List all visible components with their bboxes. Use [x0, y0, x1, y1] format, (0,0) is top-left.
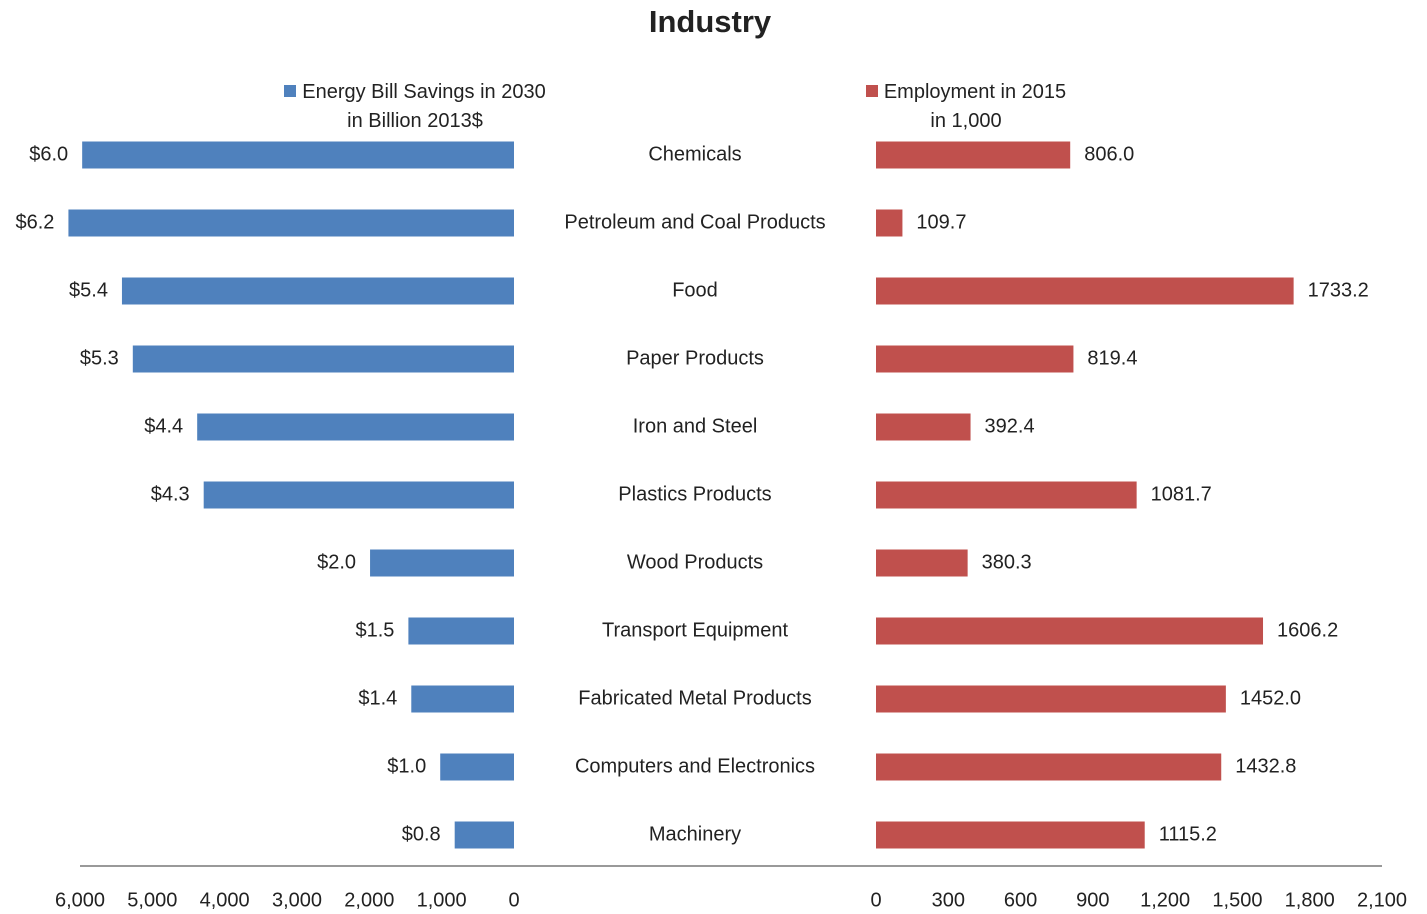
- data-label: $1.0: [387, 755, 426, 777]
- x-tick-label: 2,000: [344, 889, 394, 911]
- x-tick-label: 3,000: [272, 889, 322, 911]
- data-label: 109.7: [916, 211, 966, 233]
- x-tick-label: 4,000: [200, 889, 250, 911]
- category-label: Plastics Products: [618, 483, 771, 505]
- bar: [68, 209, 514, 237]
- bar: [82, 141, 515, 169]
- x-tick-label: 5,000: [127, 889, 177, 911]
- data-label: 1606.2: [1277, 619, 1338, 641]
- data-label: $5.3: [80, 347, 119, 369]
- bar: [876, 413, 971, 441]
- x-tick-label: 1,800: [1285, 889, 1335, 911]
- data-label: 1733.2: [1308, 279, 1369, 301]
- data-label: $6.2: [15, 211, 54, 233]
- data-label: 819.4: [1087, 347, 1137, 369]
- data-label: 1081.7: [1151, 483, 1212, 505]
- bar: [876, 277, 1294, 305]
- data-label: $4.4: [144, 415, 183, 437]
- bar: [370, 549, 514, 577]
- bar: [408, 617, 514, 645]
- legend-marker: [865, 85, 878, 97]
- bar: [876, 481, 1137, 509]
- data-label: $1.4: [358, 687, 397, 709]
- x-tick-label: 1,200: [1140, 889, 1190, 911]
- bar: [876, 209, 903, 237]
- category-label: Food: [672, 279, 718, 301]
- bar: [876, 141, 1071, 169]
- data-label: 1432.8: [1235, 755, 1296, 777]
- data-label: 1115.2: [1159, 823, 1217, 845]
- bar: [876, 345, 1074, 373]
- bar: [876, 685, 1226, 713]
- bar: [132, 345, 514, 373]
- x-tick-label: 1,500: [1212, 889, 1262, 911]
- data-label: 392.4: [985, 415, 1035, 437]
- category-label: Transport Equipment: [602, 619, 788, 641]
- bar: [440, 753, 514, 781]
- bar: [121, 277, 514, 305]
- category-label: Machinery: [649, 823, 741, 845]
- x-tick-label: 0: [870, 889, 881, 911]
- bar: [411, 685, 514, 713]
- data-label: $6.0: [29, 143, 68, 165]
- chart-title: Industry: [649, 4, 772, 39]
- x-tick-label: 300: [932, 889, 965, 911]
- category-label: Chemicals: [648, 143, 741, 165]
- category-label: Petroleum and Coal Products: [564, 211, 825, 233]
- data-label: $2.0: [317, 551, 356, 573]
- category-label: Iron and Steel: [633, 415, 758, 437]
- x-tick-label: 2,100: [1357, 889, 1407, 911]
- data-label: 380.3: [982, 551, 1032, 573]
- category-label: Paper Products: [626, 347, 764, 369]
- x-tick-label: 1,000: [417, 889, 467, 911]
- legend-marker: [284, 85, 297, 97]
- bar: [876, 753, 1222, 781]
- data-label: $1.5: [355, 619, 394, 641]
- x-tick-label: 6,000: [55, 889, 105, 911]
- category-label: Computers and Electronics: [575, 755, 815, 777]
- bar: [876, 549, 968, 577]
- data-label: $4.3: [151, 483, 190, 505]
- data-label: 806.0: [1084, 143, 1134, 165]
- bar: [876, 617, 1264, 645]
- data-label: $5.4: [69, 279, 108, 301]
- x-tick-label: 600: [1004, 889, 1037, 911]
- x-tick-label: 900: [1076, 889, 1109, 911]
- legend-left: Energy Bill Savings in 2030 in Billion 2…: [255, 78, 575, 136]
- data-label: $0.8: [402, 823, 441, 845]
- legend-label: Energy Bill Savings in 2030 in Billion 2…: [302, 81, 546, 132]
- legend-right: Employment in 2015 in 1,000: [806, 78, 1126, 136]
- category-label: Wood Products: [627, 551, 763, 573]
- bar: [454, 821, 514, 849]
- legend-label: Employment in 2015 in 1,000: [883, 81, 1067, 132]
- category-label: Fabricated Metal Products: [578, 687, 811, 709]
- bar: [197, 413, 514, 441]
- bar: [203, 481, 514, 509]
- data-label: 1452.0: [1240, 687, 1301, 709]
- x-tick-label: 0: [508, 889, 519, 911]
- bar: [876, 821, 1145, 849]
